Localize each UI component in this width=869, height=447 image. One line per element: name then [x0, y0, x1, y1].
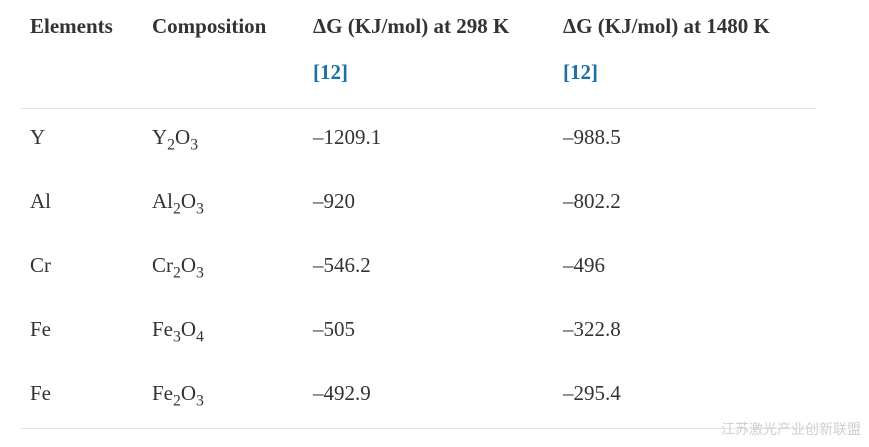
header-rule — [20, 108, 816, 109]
formula-part: O — [175, 125, 191, 149]
element-cell: Y — [30, 125, 46, 149]
composition-cell: Fe2O3 — [152, 381, 204, 409]
header-cell: Composition — [152, 14, 267, 38]
subscript: 3 — [196, 392, 204, 410]
formula-part: Y — [152, 125, 168, 149]
formula-part: O — [180, 381, 197, 405]
formula-part: Fe — [152, 317, 173, 341]
reference-link: [12] — [563, 60, 598, 84]
formula-part: O — [180, 189, 197, 213]
subscript: 2 — [173, 392, 181, 410]
value-cell: –546.2 — [313, 253, 371, 277]
value-cell: –1209.1 — [313, 125, 382, 149]
header-cell: ΔG (KJ/mol) at 1480 K — [563, 14, 770, 38]
element-cell: Cr — [30, 253, 51, 277]
composition-cell: Al2O3 — [152, 189, 204, 217]
subscript: 2 — [167, 136, 176, 154]
bottom-rule — [20, 428, 816, 429]
header-cell: ΔG (KJ/mol) at 298 K — [313, 14, 510, 38]
formula-part: Fe — [152, 381, 173, 405]
watermark: 江苏激光产业创新联盟 — [721, 422, 861, 438]
subscript: 3 — [173, 328, 181, 346]
value-cell: –802.2 — [563, 189, 621, 213]
subscript: 3 — [190, 136, 199, 154]
formula-part: Cr — [152, 253, 173, 277]
value-cell: –505 — [313, 317, 355, 341]
element-cell: Fe — [30, 381, 51, 405]
value-cell: –496 — [563, 253, 605, 277]
value-cell: –322.8 — [563, 317, 621, 341]
value-cell: –492.9 — [313, 381, 371, 405]
formula-part: O — [180, 317, 197, 341]
subscript: 2 — [173, 200, 181, 218]
value-cell: –295.4 — [563, 381, 621, 405]
formula-part: Al — [152, 189, 173, 213]
element-cell: Al — [30, 189, 51, 213]
subscript: 3 — [196, 264, 204, 282]
reference-link: [12] — [313, 60, 348, 84]
subscript: 2 — [173, 264, 181, 282]
subscript: 4 — [196, 328, 204, 346]
header-cell: Elements — [30, 14, 113, 38]
formula-part: O — [180, 253, 197, 277]
composition-cell: Cr2O3 — [152, 253, 204, 281]
composition-cell: Y2O3 — [152, 125, 198, 153]
subscript: 3 — [196, 200, 204, 218]
element-cell: Fe — [30, 317, 51, 341]
value-cell: –920 — [313, 189, 355, 213]
value-cell: –988.5 — [563, 125, 621, 149]
composition-cell: Fe3O4 — [152, 317, 204, 345]
